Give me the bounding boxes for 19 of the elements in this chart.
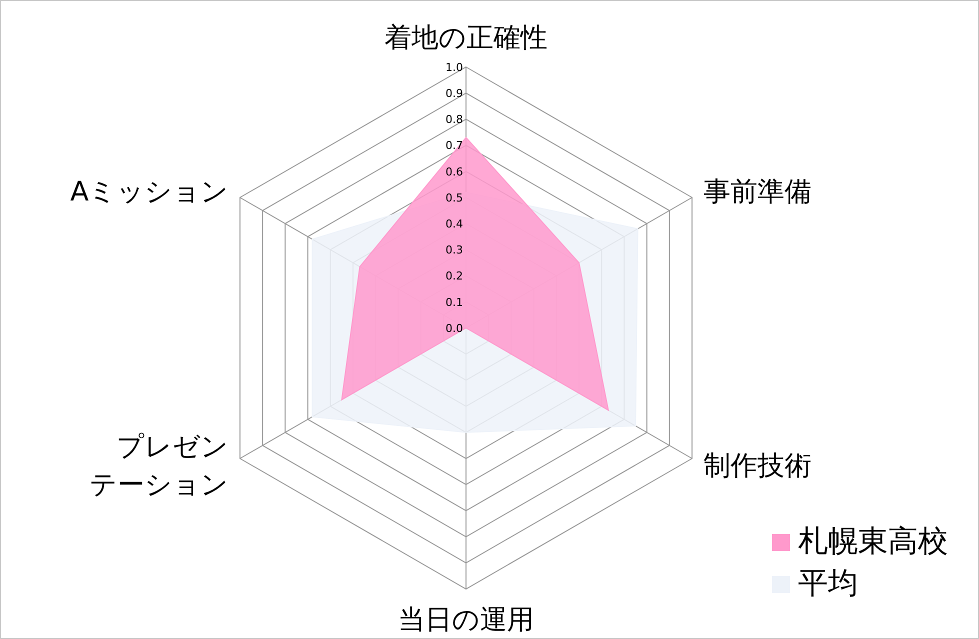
y-tick-label: 0.0 — [446, 322, 463, 335]
y-tick-label: 0.2 — [446, 270, 463, 283]
y-tick-label: 0.8 — [446, 113, 463, 126]
legend-label: 札幌東高校 — [798, 524, 948, 560]
y-tick-label: 0.6 — [446, 165, 463, 178]
y-tick-label: 1.0 — [446, 60, 463, 74]
y-tick-label: 0.5 — [446, 191, 463, 204]
spoke-label: 制作技術 — [703, 450, 812, 482]
y-tick-label: 0.4 — [446, 217, 463, 230]
spoke-label: Aミッション — [70, 176, 229, 208]
y-tick-label: 0.3 — [446, 244, 463, 257]
legend-label: 平均 — [798, 566, 858, 602]
spoke-label: 事前準備 — [703, 176, 812, 208]
y-tick-label: 0.7 — [446, 139, 463, 152]
spoke-label: 当日の運用 — [398, 604, 534, 636]
spoke-label: プレゼンテーション — [90, 431, 229, 500]
y-tick-label: 0.9 — [446, 86, 463, 100]
spoke-label: 着地の正確性 — [384, 22, 548, 54]
y-tick-label: 0.1 — [446, 296, 463, 309]
